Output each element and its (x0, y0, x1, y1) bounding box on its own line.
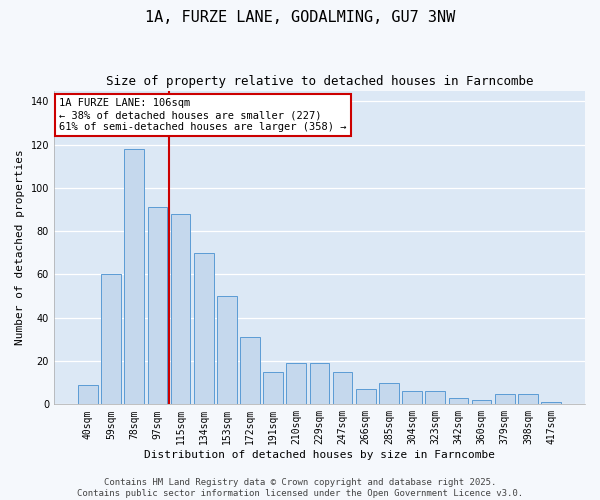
Bar (495, 394, 515, 404)
Bar (148, 208, 167, 404)
Bar (194, 253, 214, 404)
Bar (472, 400, 491, 404)
Bar (425, 392, 445, 404)
Bar (402, 392, 422, 404)
Text: Contains HM Land Registry data © Crown copyright and database right 2025.
Contai: Contains HM Land Registry data © Crown c… (77, 478, 523, 498)
Bar (518, 394, 538, 404)
Bar (101, 274, 121, 404)
Bar (124, 149, 144, 405)
Bar (379, 382, 399, 404)
Bar (449, 398, 468, 404)
Title: Size of property relative to detached houses in Farncombe: Size of property relative to detached ho… (106, 75, 533, 88)
Bar (541, 402, 561, 404)
Text: 1A, FURZE LANE, GODALMING, GU7 3NW: 1A, FURZE LANE, GODALMING, GU7 3NW (145, 10, 455, 25)
Text: 1A FURZE LANE: 106sqm
← 38% of detached houses are smaller (227)
61% of semi-det: 1A FURZE LANE: 106sqm ← 38% of detached … (59, 98, 347, 132)
Bar (240, 337, 260, 404)
Bar (356, 389, 376, 404)
Bar (170, 214, 190, 404)
Bar (263, 372, 283, 404)
Y-axis label: Number of detached properties: Number of detached properties (15, 150, 25, 346)
Bar (333, 372, 352, 404)
X-axis label: Distribution of detached houses by size in Farncombe: Distribution of detached houses by size … (144, 450, 495, 460)
Bar (286, 363, 306, 405)
Bar (217, 296, 236, 405)
Bar (310, 363, 329, 405)
Bar (78, 385, 98, 404)
